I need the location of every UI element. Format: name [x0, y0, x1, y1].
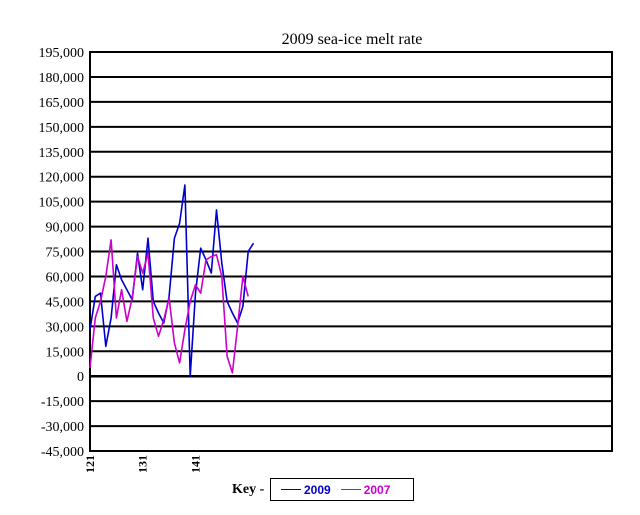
legend-label-2007: 2007	[363, 482, 391, 497]
legend-swatch-2009	[281, 489, 301, 490]
y-tick-label: 135,000	[39, 146, 85, 161]
y-tick-label: 105,000	[39, 196, 85, 211]
series-line-2007	[89, 239, 249, 374]
y-tick-label: 0	[77, 370, 84, 385]
y-tick-label: 30,000	[46, 320, 85, 335]
x-tick-label: 131	[136, 455, 150, 473]
y-tick-label: 195,000	[39, 46, 85, 61]
y-tick-label: 15,000	[46, 345, 85, 360]
y-tick-label: -15,000	[41, 395, 84, 410]
grid	[89, 51, 613, 452]
y-tick-label: 150,000	[39, 121, 85, 136]
y-tick-label: -30,000	[41, 420, 84, 435]
series-line-2009	[89, 184, 255, 378]
legend-item-2009: 2009	[271, 483, 331, 497]
legend: 2009 2007	[270, 478, 414, 501]
y-tick-label: 180,000	[39, 71, 85, 86]
x-axis-ticks: 121 131 141	[83, 455, 202, 473]
x-tick-label: 141	[188, 455, 202, 473]
y-tick-label: 60,000	[46, 270, 85, 285]
legend-swatch-2007	[340, 489, 361, 490]
y-tick-label: -45,000	[41, 445, 84, 460]
y-tick-label: 120,000	[39, 171, 85, 186]
y-tick-label: 45,000	[46, 295, 85, 310]
y-tick-label: 75,000	[46, 246, 85, 261]
legend-key-label: Key -	[232, 482, 265, 497]
chart-title: 2009 sea-ice melt rate	[282, 31, 423, 48]
x-tick-label: 121	[83, 455, 97, 473]
y-axis-ticks: -45,000 -30,000 -15,000 0 15,000 30,000 45,000…	[39, 46, 85, 460]
series-lines	[89, 184, 255, 378]
legend-item-2007: 2007	[331, 482, 391, 497]
legend-label-2009: 2009	[304, 482, 331, 497]
y-tick-label: 165,000	[39, 96, 85, 111]
y-tick-label: 90,000	[46, 221, 85, 236]
